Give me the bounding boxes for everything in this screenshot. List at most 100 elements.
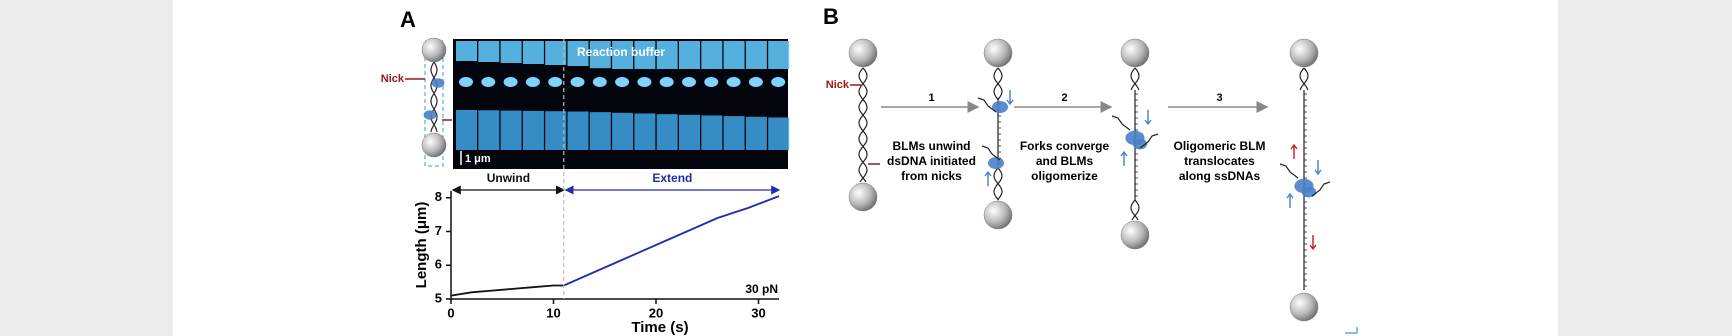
dna-strand [1130, 67, 1140, 91]
step-text: along ssDNAs [1179, 169, 1261, 183]
x-axis-label: Time (s) [631, 319, 688, 336]
kymo-band [522, 110, 544, 150]
blm-protein [1301, 186, 1317, 198]
step-text: Oligomeric BLM [1173, 139, 1265, 153]
step-text: BLMs unwind [893, 139, 971, 153]
kymo-band [478, 41, 500, 62]
step-text: Forks converge [1020, 139, 1110, 153]
kymo-band [612, 112, 634, 150]
force-annotation: 30 pN [745, 282, 778, 296]
dna-strand [1130, 199, 1139, 221]
kymo-spot [503, 77, 518, 87]
dna-strand [430, 61, 438, 133]
dna-strand [1130, 67, 1140, 91]
kymo-band [656, 41, 678, 69]
kymo-spot [525, 77, 540, 87]
kymo-spot [726, 77, 741, 87]
kymo-spot [637, 77, 652, 87]
motion-arrow [1290, 143, 1298, 159]
motion-arrow [1309, 235, 1317, 251]
kymo-band [545, 41, 567, 65]
kymo-band [701, 41, 723, 69]
kymo-band [567, 41, 589, 66]
kymo-spot [659, 77, 674, 87]
bead [848, 38, 878, 68]
length-chart: Time (s) Length (μm) 30 pN 0 10 20 30 5 6 7 8 Un… [413, 171, 781, 336]
fork-strand [1111, 115, 1131, 131]
bead [983, 38, 1013, 68]
motion-arrow [1006, 90, 1014, 106]
phase-label: Extend [652, 171, 692, 185]
kymo-band [723, 41, 745, 69]
kymo-band [589, 112, 611, 150]
dna-strand [430, 61, 438, 133]
nick-label: Nick [381, 73, 405, 85]
series-line [450, 284, 564, 297]
x-tick-label: 20 [649, 305, 663, 320]
kymo-band [634, 41, 656, 69]
kymo-band [745, 116, 767, 150]
motion-arrow [984, 170, 992, 186]
x-tick-label: 0 [447, 305, 454, 320]
kymo-band [522, 41, 544, 64]
kymo-band [456, 41, 477, 61]
kymo-spot [704, 77, 719, 87]
blm-protein [1132, 138, 1148, 150]
fork-strand [981, 145, 1001, 161]
dna-strand [1299, 67, 1309, 91]
step-number: 2 [1061, 92, 1067, 104]
step-text: from nicks [901, 169, 962, 183]
motion-arrow [1120, 150, 1128, 166]
fork-strand [1139, 133, 1159, 149]
blm-protein [431, 78, 445, 88]
kymo-band [589, 41, 611, 69]
y-tick-label: 7 [435, 223, 442, 238]
dna-diagrams [421, 37, 1331, 322]
dna-strand [1131, 199, 1140, 221]
dna-strand [993, 67, 1003, 101]
kymo-band [656, 114, 678, 150]
kymo-spot [771, 77, 786, 87]
step-text: and BLMs [1036, 154, 1094, 168]
bead [1120, 38, 1150, 68]
blm-protein [992, 101, 1008, 113]
kymo-band [701, 115, 723, 150]
scale-bar-label: 1 μm [465, 153, 491, 165]
kymo-spot [570, 77, 585, 87]
kymo-band [612, 41, 634, 69]
bead [1289, 292, 1319, 322]
kymograph-title: Reaction buffer [577, 45, 665, 59]
nick-label: Nick [826, 79, 850, 91]
x-tick-label: 30 [751, 305, 765, 320]
phase-label: Unwind [487, 171, 530, 185]
return-mark [1345, 327, 1358, 334]
x-tick-label: 10 [546, 305, 560, 320]
step-text: oligomerize [1031, 169, 1098, 183]
kymo-band [745, 41, 767, 69]
dna-strand [858, 67, 868, 183]
bead [421, 37, 447, 63]
kymo-spot [615, 77, 630, 87]
kymo-band [456, 110, 477, 150]
kymo-spot [459, 77, 473, 87]
step-text: dsDNA initiated [887, 154, 976, 168]
blm-protein [988, 157, 1004, 169]
kymo-band [500, 110, 522, 150]
panel-label: B [823, 4, 839, 29]
fork-strand [1279, 163, 1299, 179]
motion-arrow [1286, 192, 1294, 208]
kymo-band [679, 114, 700, 150]
step-number: 1 [928, 92, 934, 104]
kymo-spot [481, 77, 496, 87]
kymo-band [634, 113, 656, 150]
kymo-band [768, 41, 790, 69]
dna-strand [993, 167, 1003, 201]
fork-strand [977, 97, 997, 113]
step-number: 3 [1216, 92, 1222, 104]
dna-strand [1299, 67, 1309, 91]
panel-label: A [400, 7, 416, 32]
bead [1289, 38, 1319, 68]
kymo-band [545, 111, 567, 150]
kymo-band [567, 111, 589, 150]
